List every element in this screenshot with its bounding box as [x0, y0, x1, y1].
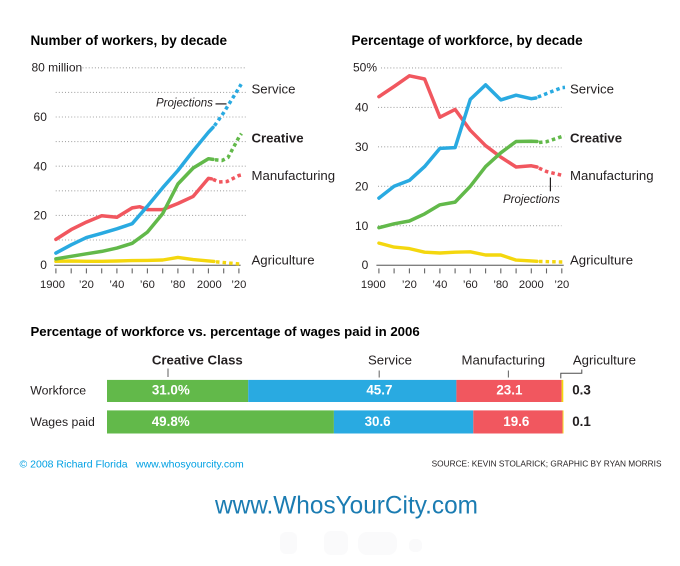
- svg-text:Wages paid: Wages paid: [30, 415, 95, 429]
- svg-text:0: 0: [362, 258, 369, 272]
- svg-text:’20: ’20: [554, 279, 569, 291]
- svg-text:30.6: 30.6: [365, 414, 391, 429]
- svg-text:20: 20: [355, 180, 369, 194]
- svg-text:© 2008 Richard Florida: © 2008 Richard Florida: [20, 458, 128, 470]
- svg-text:40: 40: [355, 101, 369, 115]
- svg-text:Manufacturing: Manufacturing: [252, 168, 336, 183]
- svg-text:30: 30: [355, 140, 369, 154]
- svg-text:49.8%: 49.8%: [152, 414, 190, 429]
- svg-text:’80: ’80: [170, 279, 185, 291]
- svg-text:Service: Service: [570, 81, 614, 96]
- svg-text:’20: ’20: [79, 279, 94, 291]
- svg-text:’20: ’20: [402, 279, 417, 291]
- svg-text:’60: ’60: [463, 279, 478, 291]
- svg-text:Service: Service: [368, 353, 412, 368]
- svg-text:Projections: Projections: [156, 98, 213, 110]
- svg-text:SOURCE: KEVIN STOLARICK; GRAPH: SOURCE: KEVIN STOLARICK; GRAPHIC BY RYAN…: [432, 459, 662, 469]
- svg-text:1900: 1900: [40, 279, 65, 291]
- svg-text:Service: Service: [252, 81, 296, 96]
- svg-text:’80: ’80: [493, 279, 508, 291]
- svg-text:Manufacturing: Manufacturing: [462, 353, 546, 368]
- svg-text:23.1: 23.1: [496, 383, 523, 398]
- svg-text:0: 0: [40, 258, 47, 272]
- svg-text:Creative: Creative: [252, 131, 304, 146]
- svg-text:40: 40: [34, 159, 48, 173]
- svg-text:Agriculture: Agriculture: [252, 253, 315, 268]
- svg-text:2000: 2000: [197, 279, 222, 291]
- svg-text:1900: 1900: [361, 279, 386, 291]
- svg-text:60: 60: [34, 110, 48, 124]
- svg-text:10: 10: [355, 219, 369, 233]
- svg-text:Creative: Creative: [570, 131, 622, 146]
- svg-text:Agriculture: Agriculture: [570, 253, 633, 268]
- svg-text:Percentage of workforce vs. pe: Percentage of workforce vs. percentage o…: [31, 324, 420, 339]
- svg-text:Projections: Projections: [503, 194, 560, 206]
- svg-text:31.0%: 31.0%: [152, 383, 190, 398]
- svg-text:80 million: 80 million: [32, 60, 83, 74]
- svg-text:Workforce: Workforce: [30, 383, 86, 397]
- svg-text:www.WhosYourCity.com: www.WhosYourCity.com: [214, 492, 478, 520]
- svg-text:www.whosyourcity.com: www.whosyourcity.com: [135, 458, 244, 470]
- svg-text:20: 20: [34, 209, 48, 223]
- svg-text:2000: 2000: [519, 279, 544, 291]
- svg-text:’60: ’60: [140, 279, 155, 291]
- svg-text:0.1: 0.1: [572, 414, 591, 429]
- svg-text:Agriculture: Agriculture: [573, 353, 636, 368]
- svg-text:Percentage of workforce, by de: Percentage of workforce, by decade: [352, 33, 584, 48]
- svg-text:Manufacturing: Manufacturing: [570, 168, 654, 183]
- svg-text:’40: ’40: [432, 279, 447, 291]
- svg-text:0.3: 0.3: [572, 383, 591, 398]
- svg-text:’20: ’20: [231, 279, 246, 291]
- svg-text:Creative Class: Creative Class: [152, 353, 243, 368]
- svg-text:45.7: 45.7: [366, 383, 392, 398]
- svg-text:19.6: 19.6: [503, 414, 529, 429]
- svg-text:’40: ’40: [109, 279, 124, 291]
- svg-text:50%: 50%: [353, 60, 377, 74]
- svg-text:Number of workers, by decade: Number of workers, by decade: [31, 33, 228, 48]
